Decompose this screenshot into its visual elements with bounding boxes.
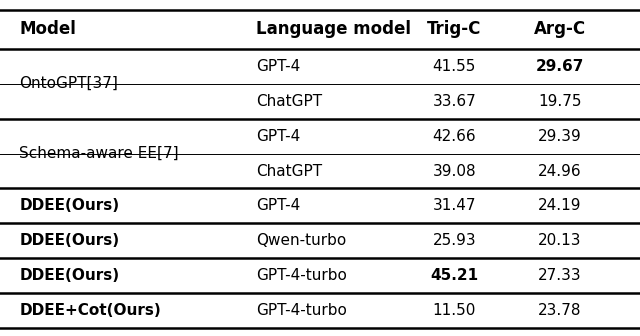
Text: OntoGPT[37]: OntoGPT[37] (19, 76, 118, 91)
Text: 24.96: 24.96 (538, 164, 582, 178)
Text: 25.93: 25.93 (433, 234, 476, 248)
Text: 23.78: 23.78 (538, 303, 582, 318)
Text: 27.33: 27.33 (538, 268, 582, 283)
Text: 29.39: 29.39 (538, 129, 582, 143)
Text: DDEE(Ours): DDEE(Ours) (19, 234, 119, 248)
Text: Qwen-turbo: Qwen-turbo (256, 234, 346, 248)
Text: DDEE(Ours): DDEE(Ours) (19, 268, 119, 283)
Text: GPT-4-turbo: GPT-4-turbo (256, 268, 347, 283)
Text: Model: Model (19, 20, 76, 38)
Text: ChatGPT: ChatGPT (256, 94, 322, 109)
Text: 45.21: 45.21 (430, 268, 479, 283)
Text: GPT-4: GPT-4 (256, 59, 300, 74)
Text: Arg-C: Arg-C (534, 20, 586, 38)
Text: DDEE(Ours): DDEE(Ours) (19, 199, 119, 213)
Text: 31.47: 31.47 (433, 199, 476, 213)
Text: GPT-4: GPT-4 (256, 199, 300, 213)
Text: 42.66: 42.66 (433, 129, 476, 143)
Text: 39.08: 39.08 (433, 164, 476, 178)
Text: GPT-4: GPT-4 (256, 129, 300, 143)
Text: 20.13: 20.13 (538, 234, 582, 248)
Text: Schema-aware EE[7]: Schema-aware EE[7] (19, 146, 179, 161)
Text: 29.67: 29.67 (536, 59, 584, 74)
Text: ChatGPT: ChatGPT (256, 164, 322, 178)
Text: 11.50: 11.50 (433, 303, 476, 318)
Text: DDEE+Cot(Ours): DDEE+Cot(Ours) (19, 303, 161, 318)
Text: GPT-4-turbo: GPT-4-turbo (256, 303, 347, 318)
Text: Trig-C: Trig-C (428, 20, 481, 38)
Text: 24.19: 24.19 (538, 199, 582, 213)
Text: 33.67: 33.67 (433, 94, 476, 109)
Text: Language model: Language model (256, 20, 411, 38)
Text: 41.55: 41.55 (433, 59, 476, 74)
Text: 19.75: 19.75 (538, 94, 582, 109)
